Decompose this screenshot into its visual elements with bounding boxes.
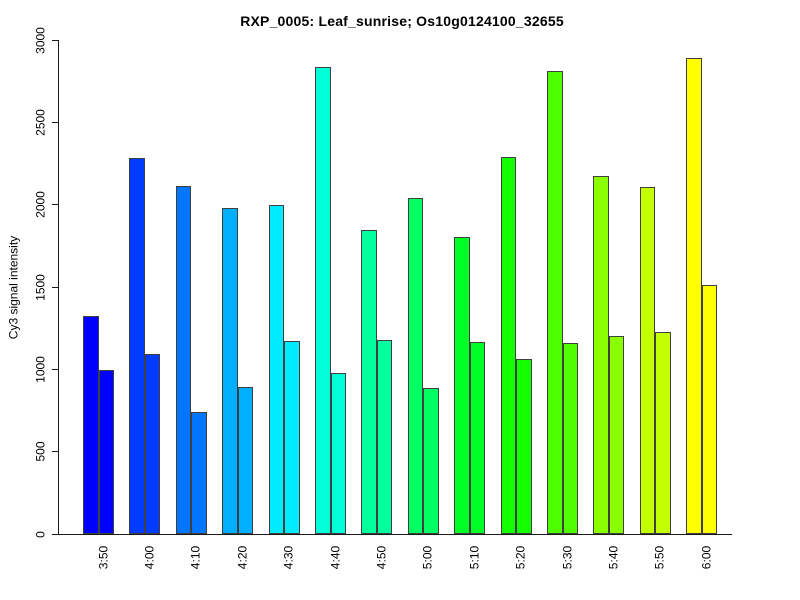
y-tick-label: 1000 bbox=[33, 355, 48, 383]
y-axis-tick bbox=[52, 204, 58, 206]
y-axis-tick bbox=[52, 286, 58, 288]
x-axis bbox=[58, 534, 732, 535]
y-axis-tick bbox=[52, 121, 58, 123]
bar bbox=[191, 412, 207, 534]
bar bbox=[469, 342, 486, 534]
y-tick-label: 2500 bbox=[33, 108, 48, 136]
bar bbox=[454, 236, 470, 534]
x-tick-label: 5:10 bbox=[467, 545, 482, 569]
y-axis-tick bbox=[52, 39, 58, 41]
bar bbox=[361, 230, 377, 534]
x-tick-label: 5:20 bbox=[513, 545, 528, 569]
y-axis-tick bbox=[52, 451, 58, 453]
bar bbox=[222, 207, 238, 534]
y-axis-label: Cy3 signal intensity bbox=[6, 235, 21, 340]
x-tick-label: 4:10 bbox=[188, 545, 203, 569]
y-tick-label: 0 bbox=[33, 530, 48, 538]
bar bbox=[407, 198, 424, 534]
bar bbox=[547, 71, 563, 534]
bar bbox=[83, 315, 99, 534]
x-tick-label: 4:00 bbox=[142, 545, 157, 569]
x-tick-label: 5:30 bbox=[560, 545, 574, 569]
y-axis-tick bbox=[52, 368, 58, 370]
bar bbox=[701, 285, 718, 534]
x-tick-label: 4:30 bbox=[281, 545, 296, 569]
bar bbox=[284, 341, 300, 534]
bar bbox=[237, 386, 254, 534]
x-tick-label: 5:40 bbox=[606, 545, 621, 569]
x-tick-label: 4:40 bbox=[328, 545, 342, 569]
bar bbox=[516, 359, 532, 534]
bar bbox=[330, 372, 346, 534]
bar bbox=[423, 388, 439, 534]
y-tick-label: 1500 bbox=[33, 273, 48, 301]
bar bbox=[98, 370, 114, 534]
x-tick-label: 5:50 bbox=[652, 545, 667, 569]
chart-title: RXP_0005: Leaf_sunrise; Os10g0124100_326… bbox=[240, 13, 564, 29]
bar bbox=[376, 339, 393, 534]
y-axis bbox=[58, 40, 59, 535]
bar bbox=[500, 156, 517, 534]
y-tick-label: 500 bbox=[33, 441, 48, 462]
y-axis-tick bbox=[52, 533, 58, 535]
bar bbox=[608, 335, 625, 534]
bar bbox=[593, 175, 609, 534]
bar bbox=[175, 185, 192, 534]
x-tick-label: 3:50 bbox=[96, 545, 110, 569]
bar bbox=[315, 67, 331, 534]
bar bbox=[268, 204, 285, 534]
x-tick-label: 4:50 bbox=[374, 545, 389, 569]
x-tick-label: 6:00 bbox=[699, 545, 714, 569]
bar bbox=[129, 157, 145, 534]
y-tick-label: 2000 bbox=[33, 191, 48, 219]
y-tick-label: 3000 bbox=[33, 26, 48, 54]
bar bbox=[562, 342, 578, 534]
bar bbox=[639, 187, 656, 534]
bar bbox=[686, 58, 702, 534]
x-tick-label: 4:20 bbox=[235, 545, 250, 569]
x-tick-label: 5:00 bbox=[420, 545, 435, 569]
bar bbox=[144, 353, 161, 534]
bar bbox=[655, 332, 671, 534]
